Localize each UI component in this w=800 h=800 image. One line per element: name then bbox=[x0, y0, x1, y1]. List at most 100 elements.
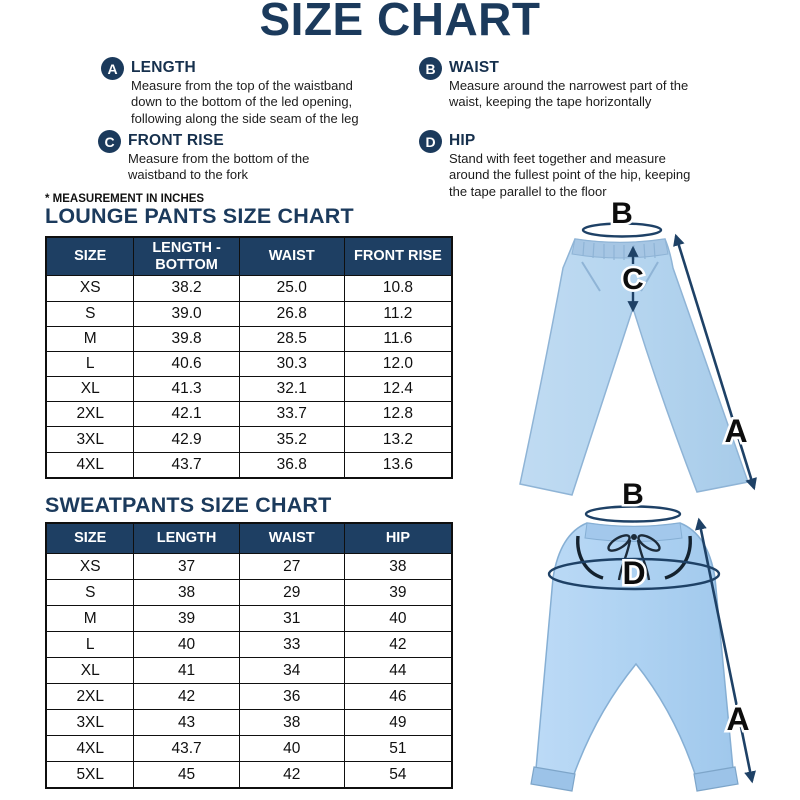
table-cell: 39 bbox=[133, 605, 240, 632]
table-cell: 40 bbox=[133, 631, 240, 658]
table-cell: 39 bbox=[343, 579, 453, 606]
column-header: HIP bbox=[343, 522, 453, 554]
table-cell: 3XL bbox=[45, 426, 135, 453]
table-row: XS 37 27 38 bbox=[45, 553, 453, 580]
table-cell: 25.0 bbox=[238, 275, 345, 302]
column-header: WAIST bbox=[238, 522, 345, 554]
table-row: 2XL 42 36 46 bbox=[45, 683, 453, 710]
table-cell: 42 bbox=[238, 761, 345, 789]
table-cell: 35.2 bbox=[238, 426, 345, 453]
table-row: 5XL 45 42 54 bbox=[45, 761, 453, 789]
table-cell: 43 bbox=[133, 709, 240, 736]
table-row: S 39.0 26.8 11.2 bbox=[45, 300, 453, 327]
definition-length-title: LENGTH bbox=[131, 59, 196, 76]
table-cell: 42.1 bbox=[133, 401, 240, 428]
table-cell: S bbox=[45, 579, 135, 606]
table-cell: L bbox=[45, 350, 135, 378]
table-cell: 41.3 bbox=[133, 376, 240, 403]
table-cell: 12.0 bbox=[343, 350, 453, 378]
table-cell: XS bbox=[45, 275, 135, 302]
letter-badge-d: D bbox=[419, 130, 442, 153]
sweatpants-table-title: SWEATPANTS SIZE CHART bbox=[45, 493, 332, 517]
lounge-pants-illustration: B C A bbox=[519, 196, 757, 496]
header-row: SIZE LENGTH - BOTTOM WAIST FRONT RISE bbox=[45, 236, 453, 277]
definition-front-rise: C FRONT RISE Measure from the bottom of … bbox=[98, 130, 313, 184]
table-cell: 28.5 bbox=[238, 325, 345, 352]
table-cell: 13.2 bbox=[343, 426, 453, 453]
table-cell: 12.4 bbox=[343, 376, 453, 403]
table-cell: 45 bbox=[133, 761, 240, 789]
table-cell: 36 bbox=[238, 683, 345, 710]
table-cell: 36.8 bbox=[238, 451, 345, 479]
lounge-label-a: A bbox=[724, 413, 747, 449]
table-cell: 29 bbox=[238, 579, 345, 606]
table-cell: 27 bbox=[238, 553, 345, 580]
table-cell: 51 bbox=[343, 735, 453, 762]
table-cell: 41 bbox=[133, 657, 240, 684]
table-row: 3XL 42.9 35.2 13.2 bbox=[45, 426, 453, 453]
table-cell: 43.7 bbox=[133, 451, 240, 479]
length-measure-arrow bbox=[673, 233, 757, 491]
length-measure-arrow bbox=[695, 517, 756, 784]
table-cell: L bbox=[45, 631, 135, 658]
right-pocket-seam bbox=[640, 261, 659, 292]
table-cell: 40 bbox=[343, 605, 453, 632]
column-header: SIZE bbox=[45, 522, 135, 554]
measurement-unit-note: * MEASUREMENT IN INCHES bbox=[45, 193, 205, 205]
table-cell: S bbox=[45, 300, 135, 327]
table-cell: 32.1 bbox=[238, 376, 345, 403]
table-row: 3XL 43 38 49 bbox=[45, 709, 453, 736]
waist-measure-ellipse bbox=[584, 505, 682, 523]
drawstring-knot bbox=[631, 534, 637, 540]
table-cell: 49 bbox=[343, 709, 453, 736]
definition-front-rise-title: FRONT RISE bbox=[128, 132, 224, 149]
table-cell: XS bbox=[45, 553, 135, 580]
definition-length-description: Measure from the top of the waistband do… bbox=[131, 78, 359, 126]
definition-front-rise-description: Measure from the bottom of the waistband… bbox=[128, 151, 310, 183]
left-pocket-seam bbox=[581, 261, 601, 292]
column-header: WAIST bbox=[238, 236, 345, 277]
lounge-waistband bbox=[571, 238, 669, 259]
table-cell: 4XL bbox=[45, 735, 135, 762]
table-cell: 46 bbox=[343, 683, 453, 710]
table-cell: 37 bbox=[133, 553, 240, 580]
sweat-label-d: D bbox=[622, 555, 645, 591]
definition-length: A LENGTH Measure from the top of the wai… bbox=[101, 57, 381, 127]
table-cell: 5XL bbox=[45, 761, 135, 789]
table-cell: 40 bbox=[238, 735, 345, 762]
letter-badge-a: A bbox=[101, 57, 124, 80]
table-cell: 43.7 bbox=[133, 735, 240, 762]
table-cell: XL bbox=[45, 376, 135, 403]
table-cell: M bbox=[45, 605, 135, 632]
table-cell: 13.6 bbox=[343, 451, 453, 479]
table-row: M 39 31 40 bbox=[45, 605, 453, 632]
table-row: 4XL 43.7 40 51 bbox=[45, 735, 453, 762]
table-cell: 34 bbox=[238, 657, 345, 684]
table-cell: 38.2 bbox=[133, 275, 240, 302]
table-cell: 38 bbox=[133, 579, 240, 606]
lounge-table-title: LOUNGE PANTS SIZE CHART bbox=[45, 204, 354, 228]
waistband-gathers bbox=[582, 241, 656, 260]
sweat-label-a: A bbox=[726, 701, 749, 737]
definition-hip-title: HIP bbox=[449, 132, 476, 149]
table-cell: 31 bbox=[238, 605, 345, 632]
column-header: FRONT RISE bbox=[343, 236, 453, 277]
definition-waist-description: Measure around the narrowest part of the… bbox=[449, 78, 689, 110]
table-cell: 42.9 bbox=[133, 426, 240, 453]
table-row: 4XL 43.7 36.8 13.6 bbox=[45, 451, 453, 479]
table-row: L 40.6 30.3 12.0 bbox=[45, 350, 453, 378]
table-cell: 2XL bbox=[45, 401, 135, 428]
column-header: SIZE bbox=[45, 236, 135, 277]
lounge-label-c: C bbox=[622, 263, 644, 296]
table-cell: 4XL bbox=[45, 451, 135, 479]
table-cell: 33 bbox=[238, 631, 345, 658]
table-row: S 38 29 39 bbox=[45, 579, 453, 606]
table-cell: 39.8 bbox=[133, 325, 240, 352]
header-row: SIZE LENGTH WAIST HIP bbox=[45, 522, 453, 554]
table-cell: 2XL bbox=[45, 683, 135, 710]
definition-waist-title: WAIST bbox=[449, 59, 500, 76]
table-row: XL 41 34 44 bbox=[45, 657, 453, 684]
table-cell: 33.7 bbox=[238, 401, 345, 428]
waist-measure-ellipse bbox=[581, 222, 663, 238]
